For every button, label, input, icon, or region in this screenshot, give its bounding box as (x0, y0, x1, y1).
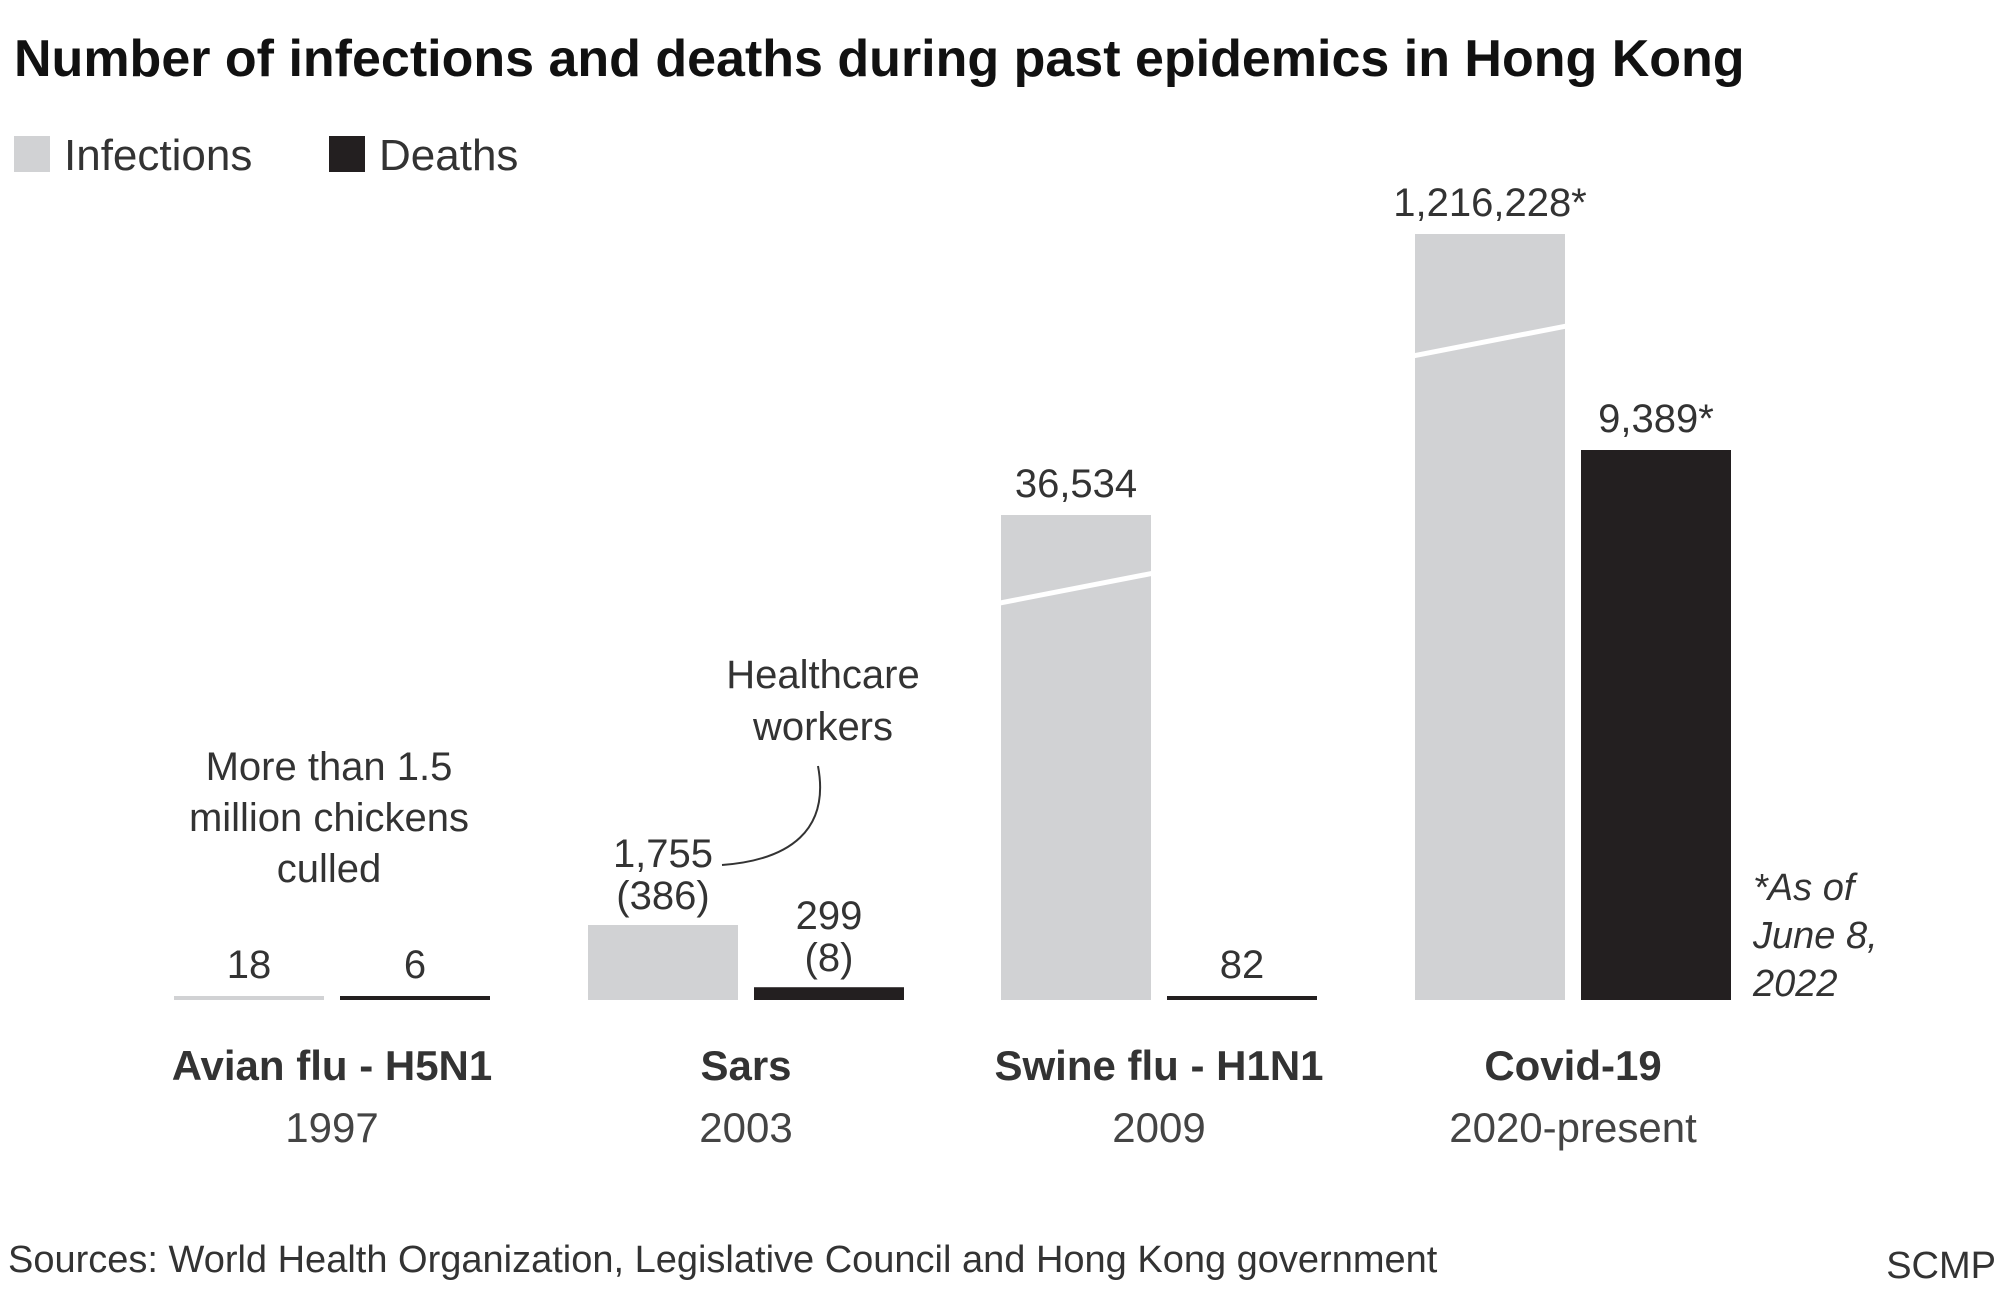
bar-infections-avian-flu-h5n1 (174, 996, 324, 1000)
sub-label-infections-sars: (386) (616, 874, 709, 918)
category-period-covid-19: 2020-present (1449, 1104, 1697, 1151)
footer: Sources: World Health Organization, Legi… (8, 1239, 1996, 1287)
bar-infections-covid-19 (1415, 234, 1565, 1000)
category-period-avian-flu-h5n1: 1997 (285, 1104, 378, 1151)
category-name-swine-flu-h1n1: Swine flu - H1N1 (994, 1042, 1323, 1089)
sub-label-deaths-sars: (8) (805, 936, 854, 980)
value-label-deaths-swine-flu-h1n1: 82 (1220, 943, 1265, 987)
chart-title: Number of infections and deaths during p… (14, 30, 1745, 88)
category-period-swine-flu-h1n1: 2009 (1112, 1104, 1205, 1151)
legend: Infections Deaths (14, 131, 518, 180)
axis-break-swine-flu-h1n1 (998, 570, 1154, 606)
bar-deaths-swine-flu-h1n1 (1167, 996, 1317, 1000)
axis-break-covid-19 (1412, 323, 1568, 359)
healthcare-annotation: Healthcare workers (721, 653, 920, 866)
value-label-infections-sars: 1,755 (613, 832, 713, 876)
bar-deaths-sars (754, 987, 904, 1000)
sources-text: Sources: World Health Organization, Legi… (8, 1239, 1438, 1281)
footnote-line-3: 2022 (1752, 963, 1838, 1005)
avian-annotation: More than 1.5 million chickens culled (189, 745, 469, 891)
avian-note-line-1: More than 1.5 (206, 745, 453, 789)
value-label-infections-covid-19: 1,216,228* (1393, 181, 1587, 225)
category-name-sars: Sars (700, 1042, 791, 1089)
bar-deaths-covid-19 (1581, 450, 1731, 1000)
bar-deaths-avian-flu-h5n1 (340, 996, 490, 1000)
avian-note-line-3: culled (277, 847, 382, 891)
category-period-sars: 2003 (699, 1104, 792, 1151)
footnote-line-1: *As of (1753, 867, 1858, 909)
healthcare-leader-line (721, 765, 822, 866)
value-label-deaths-sars: 299 (796, 894, 863, 938)
value-label-deaths-covid-19: 9,389* (1598, 397, 1714, 441)
legend-swatch-deaths (329, 136, 365, 172)
healthcare-note-line-2: workers (752, 705, 893, 749)
footnote-line-2: June 8, (1752, 915, 1878, 957)
footnote: *As of June 8, 2022 (1752, 867, 1878, 1005)
category-name-covid-19: Covid-19 (1484, 1042, 1661, 1089)
legend-label-deaths: Deaths (379, 131, 518, 180)
healthcare-note-line-1: Healthcare (726, 653, 919, 697)
value-label-deaths-avian-flu-h5n1: 6 (404, 943, 426, 987)
chart-marks: 18 6 Avian flu - H5N1 1997 1,755(386) 299(8) S… (172, 181, 1731, 1151)
legend-label-infections: Infections (64, 131, 252, 180)
avian-note-line-2: million chickens (189, 796, 469, 840)
brand-text: SCMP (1886, 1245, 1996, 1287)
bar-infections-sars (588, 925, 738, 1000)
legend-swatch-infections (14, 136, 50, 172)
category-name-avian-flu-h5n1: Avian flu - H5N1 (172, 1042, 493, 1089)
value-label-infections-swine-flu-h1n1: 36,534 (1015, 462, 1137, 506)
value-label-infections-avian-flu-h5n1: 18 (227, 943, 272, 987)
